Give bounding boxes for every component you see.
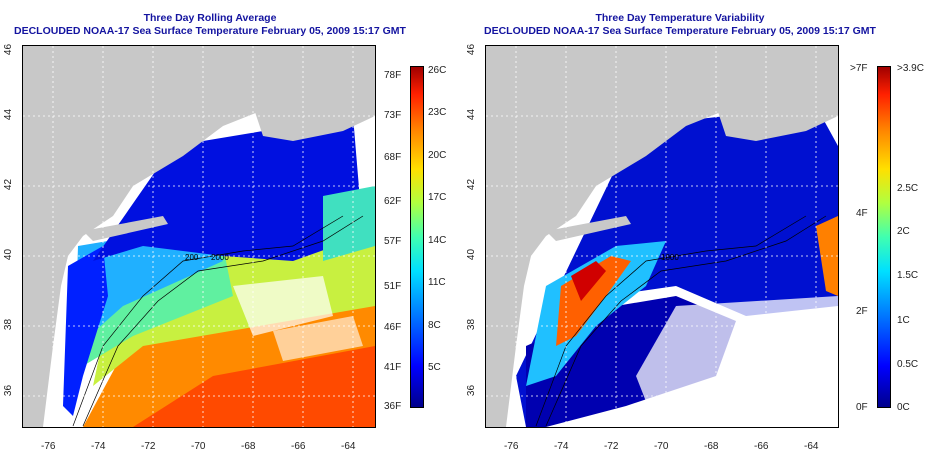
colorbar-f-label: 51F bbox=[384, 281, 402, 292]
colorbar-c-label: 0C bbox=[897, 402, 910, 413]
long-island-land bbox=[83, 216, 168, 241]
colorbar-c-label: 2.5C bbox=[897, 183, 919, 194]
colorbar-c-label: 17C bbox=[428, 192, 447, 203]
left-title-line2: DECLOUDED NOAA-17 Sea Surface Temperatur… bbox=[14, 25, 406, 37]
colorbar-f-label: 73F bbox=[384, 110, 402, 121]
sst-variability-map: 1000 bbox=[485, 45, 839, 428]
no-data-gap bbox=[636, 296, 838, 427]
lat-tick: 38 bbox=[3, 318, 15, 331]
nova-scotia-land bbox=[253, 76, 375, 141]
lon-tick: -76 bbox=[41, 441, 56, 452]
nova-scotia-land bbox=[716, 76, 838, 141]
lon-tick: -68 bbox=[241, 441, 256, 452]
map-gridlines bbox=[23, 46, 375, 427]
lon-tick: -64 bbox=[341, 441, 356, 452]
lat-tick: 38 bbox=[466, 318, 478, 331]
sst-colorbar bbox=[410, 66, 424, 408]
gulf-stream-region bbox=[133, 346, 375, 427]
land-mass bbox=[23, 46, 375, 427]
lon-tick: -68 bbox=[704, 441, 719, 452]
colorbar-c-label: 5C bbox=[428, 362, 441, 373]
lat-tick: 44 bbox=[3, 108, 15, 121]
colorbar-f-label: >7F bbox=[850, 63, 868, 74]
coastal-cold-water bbox=[63, 246, 108, 416]
contour-label: 2000 bbox=[211, 253, 229, 262]
isobath-contour bbox=[545, 215, 827, 427]
lon-tick: -74 bbox=[91, 441, 106, 452]
isobath-contour bbox=[82, 215, 364, 427]
colorbar-f-label: 46F bbox=[384, 322, 402, 333]
colorbar-c-label: 1C bbox=[897, 315, 910, 326]
colorbar-c-label: 11C bbox=[428, 277, 446, 288]
lat-tick: 40 bbox=[3, 248, 15, 261]
lon-tick: -66 bbox=[754, 441, 769, 452]
lon-tick: -70 bbox=[654, 441, 669, 452]
right-title-line1: Three Day Temperature Variability bbox=[595, 12, 765, 24]
colorbar-f-label: 0F bbox=[856, 402, 868, 413]
colorbar-f-label: 57F bbox=[384, 236, 402, 247]
colorbar-c-label: 1.5C bbox=[897, 270, 919, 281]
sst-average-map-svg: 200 2000 bbox=[23, 46, 375, 427]
colorbar-c-label: 20C bbox=[428, 150, 447, 161]
lat-tick: 42 bbox=[466, 178, 478, 191]
colorbar-f-label: 78F bbox=[384, 70, 402, 81]
colorbar-c-label: 2C bbox=[897, 226, 910, 237]
colorbar-f-label: 68F bbox=[384, 152, 402, 163]
lon-tick: -76 bbox=[504, 441, 519, 452]
lat-tick: 46 bbox=[3, 43, 15, 56]
sst-average-map: 200 2000 bbox=[22, 45, 376, 428]
lon-tick: -66 bbox=[291, 441, 306, 452]
colorbar-c-label: >3.9C bbox=[897, 63, 924, 74]
colorbar-c-label: 14C bbox=[428, 235, 447, 246]
colorbar-c-label: 26C bbox=[428, 65, 447, 76]
colorbar-c-label: 23C bbox=[428, 107, 447, 118]
colorbar-c-label: 8C bbox=[428, 320, 441, 331]
no-data-gap bbox=[233, 276, 333, 336]
long-island-land bbox=[546, 216, 631, 241]
lat-tick: 44 bbox=[466, 108, 478, 121]
right-title-line2: DECLOUDED NOAA-17 Sea Surface Temperatur… bbox=[484, 25, 876, 37]
contour-label: 1000 bbox=[661, 253, 679, 262]
colorbar-c-label: 0.5C bbox=[897, 359, 919, 370]
map-gridlines bbox=[486, 46, 838, 427]
land-mass bbox=[486, 46, 838, 427]
left-title-line1: Three Day Rolling Average bbox=[143, 12, 277, 24]
variability-high-shelf bbox=[526, 241, 666, 386]
lon-tick: -72 bbox=[141, 441, 156, 452]
sst-variability-map-svg: 1000 bbox=[486, 46, 838, 427]
variability-hotspot bbox=[571, 261, 606, 301]
colorbar-f-label: 62F bbox=[384, 196, 402, 207]
no-data-gap bbox=[273, 316, 363, 361]
colorbar-f-label: 41F bbox=[384, 362, 402, 373]
lat-tick: 36 bbox=[466, 384, 478, 397]
colorbar-f-label: 4F bbox=[856, 208, 868, 219]
lon-tick: -70 bbox=[191, 441, 206, 452]
lat-tick: 36 bbox=[3, 384, 15, 397]
lat-tick: 46 bbox=[466, 43, 478, 56]
lon-tick: -74 bbox=[554, 441, 569, 452]
colorbar-f-label: 36F bbox=[384, 401, 402, 412]
shelf-water-cyan bbox=[73, 226, 223, 406]
variability-colorbar bbox=[877, 66, 891, 408]
lat-tick: 42 bbox=[3, 178, 15, 191]
lon-tick: -72 bbox=[604, 441, 619, 452]
contour-label: 200 bbox=[185, 253, 199, 262]
lon-tick: -64 bbox=[804, 441, 819, 452]
cool-slope-water bbox=[323, 186, 375, 261]
colorbar-f-label: 2F bbox=[856, 306, 868, 317]
lat-tick: 40 bbox=[466, 248, 478, 261]
